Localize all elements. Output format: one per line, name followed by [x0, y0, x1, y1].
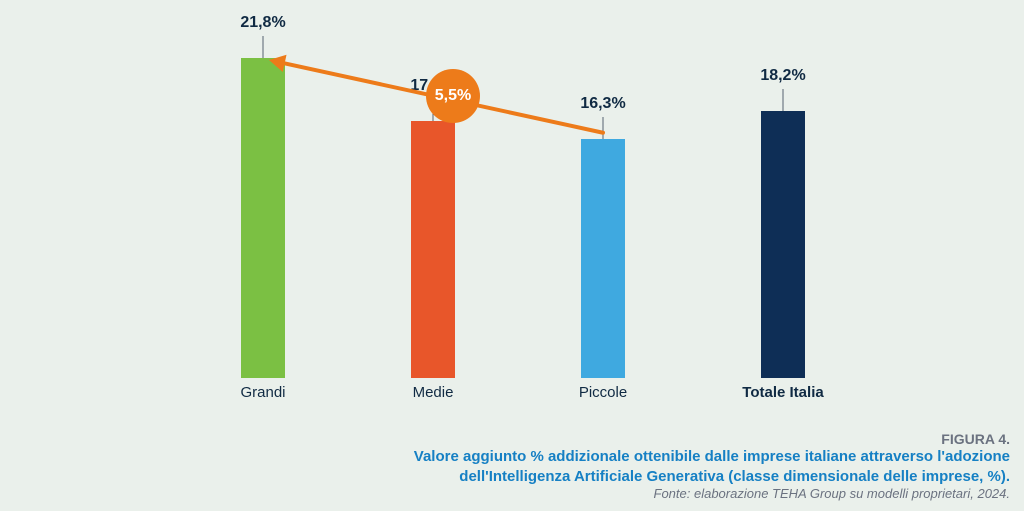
figure-source: Fonte: elaborazione TEHA Group su modell… — [250, 486, 1010, 501]
bar-value-label: 16,3% — [580, 95, 625, 113]
bar — [411, 121, 455, 378]
bar-tick — [783, 89, 784, 111]
bar-group: 21,8%Grandi — [241, 18, 285, 378]
bar-tick — [603, 117, 604, 139]
bar-group: 18,2%Totale Italia — [761, 18, 805, 378]
bar-category-label: Grandi — [240, 384, 285, 401]
bar-category-label: Medie — [413, 384, 454, 401]
bar-tick — [263, 36, 264, 58]
bar — [761, 111, 805, 378]
figure-title-line2: dell'Intelligenza Artificiale Generativa… — [250, 467, 1010, 487]
bar-category-label: Piccole — [579, 384, 627, 401]
delta-bubble: 5,5% — [426, 69, 480, 123]
bar-category-label: Totale Italia — [742, 384, 823, 401]
bar-value-label: 18,2% — [760, 67, 805, 85]
bar — [581, 139, 625, 378]
bar-group: 16,3%Piccole — [581, 18, 625, 378]
bar — [241, 58, 285, 378]
figure-number: FIGURA 4. — [250, 431, 1010, 447]
figure-title-line1: Valore aggiunto % addizionale ottenibile… — [250, 447, 1010, 467]
bar-chart: 21,8%Grandi17,5%Medie16,3%Piccole18,2%To… — [186, 18, 886, 378]
figure-caption: FIGURA 4. Valore aggiunto % addizionale … — [250, 431, 1010, 501]
bar-value-label: 21,8% — [240, 14, 285, 32]
